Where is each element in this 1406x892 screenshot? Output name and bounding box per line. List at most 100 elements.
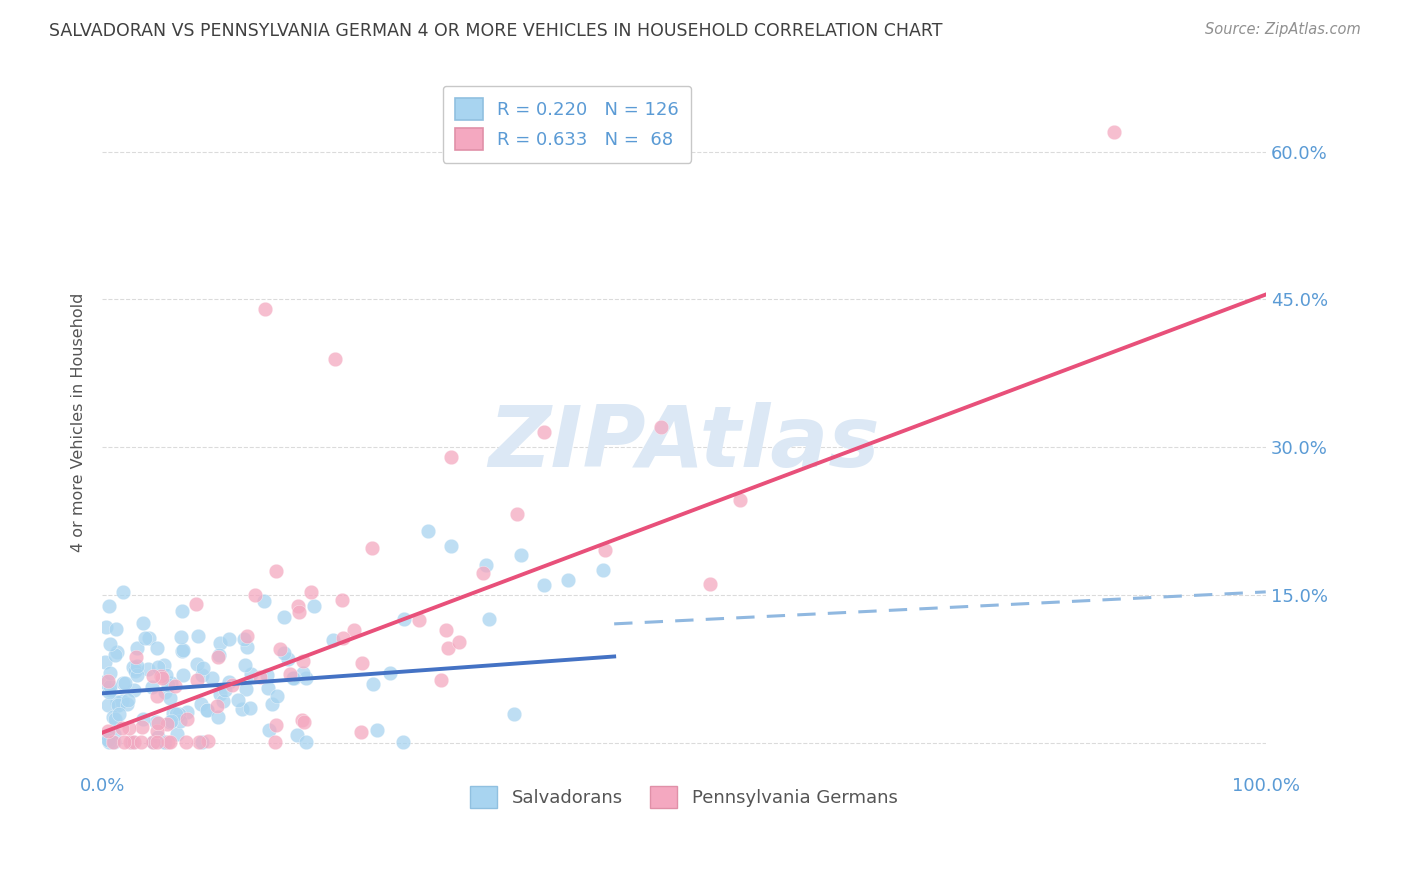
Point (350, 725, 373, 739)
Point (273, 610, 295, 624)
Point (142, 669, 165, 683)
Point (129, 734, 152, 748)
Point (108, 706, 131, 721)
Point (186, 673, 208, 688)
Point (121, 734, 143, 748)
Point (170, 604, 193, 618)
Point (125, 659, 148, 673)
Point (98, 680, 121, 694)
Point (323, 351, 346, 366)
Point (254, 302, 277, 317)
Point (146, 723, 169, 738)
Point (214, 683, 236, 698)
Point (291, 666, 314, 681)
Point (97, 724, 120, 739)
Point (233, 632, 256, 646)
Point (101, 710, 124, 724)
Point (170, 644, 193, 658)
Point (132, 615, 155, 630)
Point (361, 541, 384, 556)
Point (299, 585, 322, 599)
Point (257, 681, 280, 696)
Point (191, 661, 214, 675)
Point (269, 642, 291, 657)
Point (510, 549, 533, 563)
Point (378, 665, 401, 680)
Point (416, 524, 439, 538)
Point (1104, 125, 1126, 139)
Point (124, 662, 146, 676)
Point (239, 700, 262, 714)
Point (533, 425, 555, 440)
Point (97, 673, 120, 688)
Point (186, 597, 208, 611)
Point (209, 687, 232, 701)
Point (174, 734, 197, 748)
Point (117, 693, 139, 707)
Point (124, 682, 146, 697)
Point (96, 698, 118, 713)
Point (437, 640, 460, 655)
Point (260, 697, 283, 711)
Point (125, 640, 148, 655)
Point (176, 712, 198, 726)
Point (266, 689, 288, 703)
Point (503, 706, 526, 721)
Point (166, 727, 188, 741)
Point (94, 655, 117, 669)
Point (93, 674, 115, 689)
Point (195, 703, 218, 717)
Point (533, 578, 555, 592)
Point (134, 631, 156, 645)
Point (235, 681, 257, 696)
Point (148, 730, 170, 744)
Point (103, 727, 125, 741)
Point (332, 631, 354, 645)
Point (150, 671, 173, 685)
Point (440, 539, 463, 553)
Point (97, 599, 120, 613)
Point (472, 566, 495, 580)
Point (557, 573, 579, 587)
Point (141, 680, 163, 694)
Point (159, 715, 181, 730)
Point (97, 733, 120, 747)
Point (205, 699, 228, 714)
Point (142, 734, 165, 748)
Point (264, 564, 287, 578)
Point (170, 630, 193, 644)
Point (97, 731, 120, 746)
Point (392, 611, 415, 625)
Point (159, 675, 181, 690)
Point (169, 714, 191, 728)
Point (104, 713, 127, 727)
Point (231, 702, 253, 716)
Point (146, 716, 169, 731)
Point (209, 635, 232, 649)
Point (163, 680, 186, 694)
Point (221, 678, 243, 692)
Point (294, 734, 316, 748)
Point (478, 612, 501, 626)
Point (156, 717, 179, 731)
Point (101, 734, 124, 748)
Point (699, 577, 721, 591)
Point (107, 698, 129, 712)
Point (281, 671, 304, 685)
Point (98, 665, 121, 680)
Point (236, 640, 259, 655)
Point (249, 670, 271, 684)
Point (207, 710, 229, 724)
Point (506, 507, 529, 521)
Point (111, 676, 134, 690)
Point (159, 714, 181, 728)
Point (124, 734, 146, 748)
Point (98, 637, 121, 651)
Point (190, 697, 212, 711)
Point (132, 712, 155, 726)
Point (104, 648, 127, 663)
Point (277, 652, 299, 666)
Point (138, 631, 160, 645)
Point (592, 563, 614, 577)
Point (162, 706, 184, 720)
